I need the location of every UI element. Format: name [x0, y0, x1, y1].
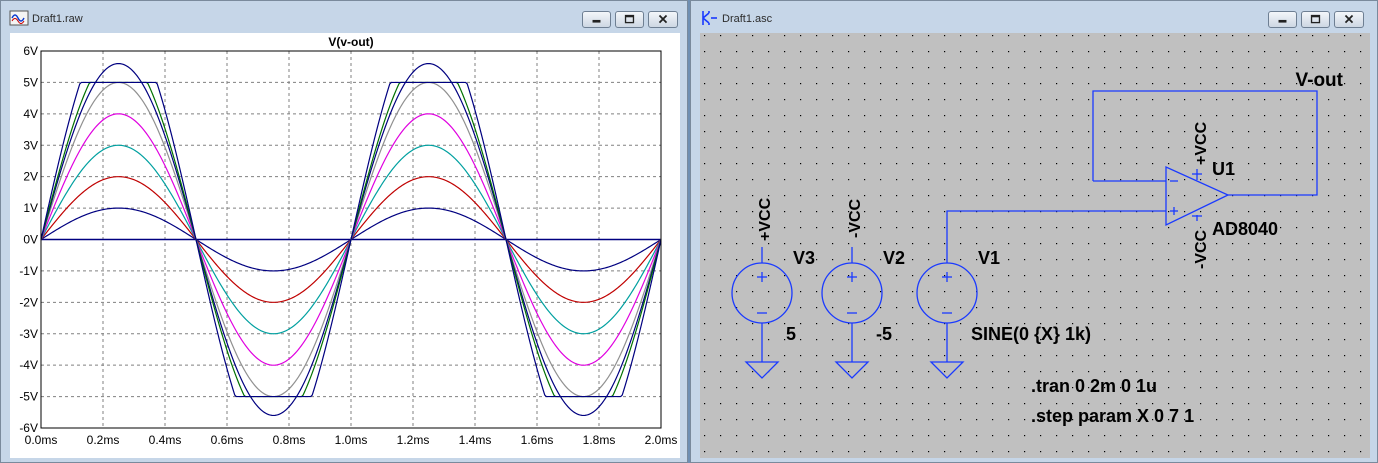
close-icon — [1344, 14, 1354, 24]
schematic-window[interactable]: Draft1.asc — [690, 0, 1378, 463]
y-tick-label: -4V — [19, 358, 38, 372]
y-tick-label: 6V — [23, 44, 38, 58]
y-tick-label: 1V — [23, 201, 38, 215]
minimize-button[interactable] — [1268, 11, 1297, 28]
waveform-plot-pane[interactable]: V(v-out) 0.0ms 0.2ms 0.4ms 0.6ms 0.8ms 1.0ms 1… — [10, 33, 680, 458]
plot-tick-labels: 0.0ms 0.2ms 0.4ms 0.6ms 0.8ms 1.0ms 1.2ms 1.4ms… — [19, 44, 677, 447]
x-tick-label: 1.0ms — [335, 433, 368, 447]
v2-net-label: -VCC — [847, 198, 864, 238]
y-tick-label: -1V — [19, 264, 38, 278]
close-button[interactable] — [648, 11, 678, 28]
waveform-window[interactable]: Draft1.raw V(v-out) 0.0ms 0.2ms 0.4ms 0.6ms… — [0, 0, 688, 463]
opamp-ref-label: U1 — [1212, 159, 1235, 179]
y-tick-label: 2V — [23, 170, 38, 184]
opamp-neg-supply-label: -VCC — [1193, 229, 1210, 269]
x-tick-label: 0.6ms — [211, 433, 244, 447]
minimize-icon — [592, 19, 601, 23]
y-tick-label: -6V — [19, 421, 38, 435]
schematic-icon — [699, 9, 719, 27]
grid-dots — [700, 33, 1370, 458]
output-net-label: V-out — [1296, 70, 1344, 91]
waveform-icon — [9, 9, 29, 27]
feedback-wire[interactable] — [1092, 90, 1318, 196]
maximize-icon — [624, 14, 635, 24]
v1-to-noninverting-wire[interactable] — [946, 210, 1166, 263]
minimize-button[interactable] — [582, 11, 611, 28]
close-button[interactable] — [1334, 11, 1364, 28]
v1-value-label: SINE(0 {X} 1k) — [971, 324, 1091, 344]
x-tick-label: 1.2ms — [397, 433, 430, 447]
maximize-icon — [1310, 14, 1321, 24]
opamp-model-label: AD8040 — [1212, 219, 1278, 239]
y-tick-label: -5V — [19, 390, 38, 404]
waveform-window-titlebar[interactable]: Draft1.raw — [1, 1, 687, 35]
x-tick-label: 0.8ms — [273, 433, 306, 447]
opamp-pos-supply-label: +VCC — [1193, 121, 1210, 165]
v2-value-label: -5 — [876, 324, 892, 344]
x-tick-label: 0.2ms — [87, 433, 120, 447]
plot-title: V(v-out) — [328, 35, 373, 49]
opamp-u1[interactable] — [1165, 165, 1230, 227]
y-tick-label: 5V — [23, 75, 38, 89]
minimize-icon — [1278, 19, 1287, 23]
schematic-drawing[interactable]: U1 AD8040 +VCC -VCC V-out V3 5 +VCC — [700, 33, 1370, 458]
voltage-source-v2[interactable] — [821, 247, 883, 379]
v2-ref-label: V2 — [883, 248, 905, 268]
maximize-button[interactable] — [1301, 11, 1330, 28]
x-tick-label: 1.6ms — [521, 433, 554, 447]
close-icon — [658, 14, 668, 24]
v3-net-label: +VCC — [757, 197, 774, 241]
step-directive[interactable]: .step param X 0 7 1 — [1031, 406, 1194, 426]
y-tick-label: -3V — [19, 327, 38, 341]
plot-traces — [40, 62, 662, 417]
voltage-source-v1[interactable] — [916, 262, 978, 379]
schematic-canvas[interactable]: U1 AD8040 +VCC -VCC V-out V3 5 +VCC — [700, 33, 1370, 458]
schematic-window-title: Draft1.asc — [722, 13, 773, 25]
y-tick-label: 4V — [23, 107, 38, 121]
plot-frame — [40, 50, 662, 429]
v1-ref-label: V1 — [978, 248, 1000, 268]
y-tick-label: 3V — [23, 138, 38, 152]
schematic-window-titlebar[interactable]: Draft1.asc — [691, 1, 1377, 35]
voltage-source-v3[interactable] — [731, 247, 793, 379]
v3-value-label: 5 — [786, 324, 796, 344]
x-tick-label: 2.0ms — [645, 433, 678, 447]
y-tick-label: 0V — [23, 233, 38, 247]
x-tick-label: 1.4ms — [459, 433, 492, 447]
x-tick-label: 1.8ms — [583, 433, 616, 447]
wires[interactable] — [946, 90, 1318, 263]
maximize-button[interactable] — [615, 11, 644, 28]
y-tick-label: -2V — [19, 295, 38, 309]
waveform-window-title: Draft1.raw — [32, 13, 83, 25]
tran-directive[interactable]: .tran 0 2m 0 1u — [1031, 376, 1157, 396]
x-tick-label: 0.4ms — [149, 433, 182, 447]
v3-ref-label: V3 — [793, 248, 815, 268]
waveform-plot[interactable]: V(v-out) 0.0ms 0.2ms 0.4ms 0.6ms 0.8ms 1.0ms 1… — [10, 33, 680, 458]
trace-line[interactable] — [40, 81, 662, 398]
x-tick-label: 0.0ms — [25, 433, 58, 447]
